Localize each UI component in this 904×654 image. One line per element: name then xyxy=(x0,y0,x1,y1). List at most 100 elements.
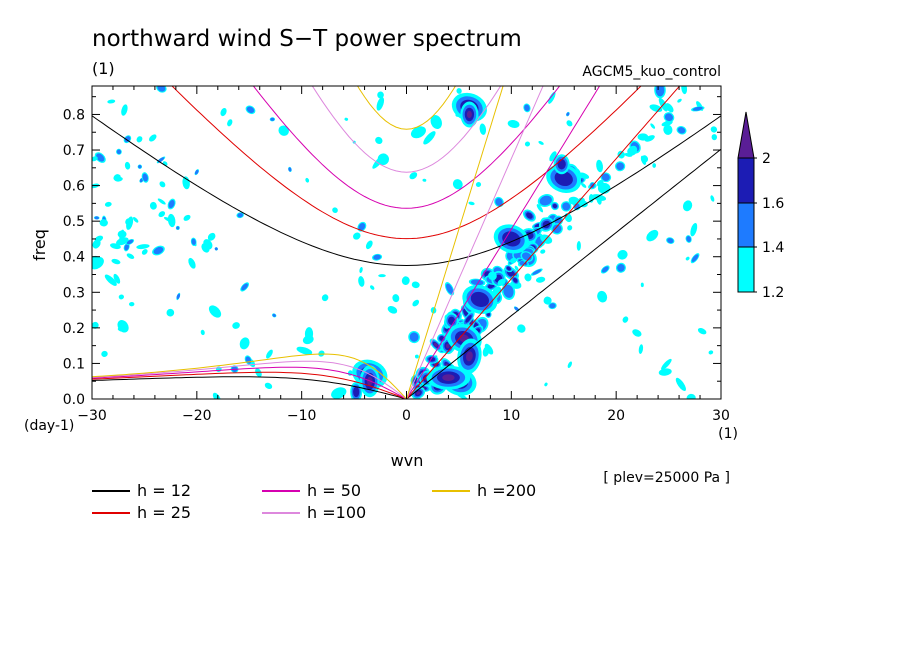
power-contour xyxy=(617,263,625,272)
power-contour xyxy=(203,239,213,250)
x-tick-label: −10 xyxy=(287,408,317,424)
power-contour xyxy=(401,276,410,286)
power-contour xyxy=(519,260,525,266)
dispersion-curve xyxy=(92,115,721,267)
legend-label: h = 50 xyxy=(307,481,361,500)
curve-legend: h = 12 h = 25 h = 50 h =100 h =200 xyxy=(92,481,536,522)
power-contour xyxy=(132,217,139,223)
power-contour xyxy=(486,312,491,317)
power-contour xyxy=(207,232,216,241)
power-contour xyxy=(370,285,375,290)
power-contour xyxy=(539,195,552,206)
power-contour xyxy=(96,153,105,162)
power-contour xyxy=(149,134,157,142)
power-contour xyxy=(503,284,514,298)
power-contour xyxy=(200,329,205,336)
power-contour xyxy=(158,211,166,218)
y-tick-label: 0.7 xyxy=(63,143,85,159)
power-contour xyxy=(665,103,674,113)
power-contour xyxy=(540,249,546,254)
power-contour xyxy=(126,253,135,259)
power-contour xyxy=(331,387,347,399)
legend-label: h =100 xyxy=(307,503,366,522)
dispersion-curve xyxy=(92,371,407,399)
colorbar-segment xyxy=(737,246,755,293)
power-contour xyxy=(208,305,222,318)
power-contour xyxy=(104,274,117,286)
power-contour xyxy=(581,183,587,188)
power-contour xyxy=(536,204,544,213)
power-contour xyxy=(412,299,420,307)
power-contour xyxy=(176,226,180,230)
power-contour xyxy=(113,174,121,181)
power-contour xyxy=(468,201,475,206)
power-contour xyxy=(142,173,148,182)
power-contour xyxy=(690,222,698,237)
power-contour xyxy=(445,343,450,349)
power-contour xyxy=(159,181,166,188)
power-contour xyxy=(640,155,649,163)
power-contour xyxy=(552,203,558,209)
power-contour xyxy=(163,217,174,223)
x-tick-label: 0 xyxy=(402,408,411,424)
power-contour xyxy=(377,91,384,99)
power-contour xyxy=(241,283,248,291)
dispersion-curve xyxy=(356,86,457,130)
power-contour xyxy=(692,106,703,111)
power-contour xyxy=(638,344,644,355)
power-contour xyxy=(495,198,503,206)
dispersion-curve xyxy=(406,86,504,399)
y-tick-label: 0.6 xyxy=(63,179,85,195)
power-contour xyxy=(513,277,518,283)
power-contour xyxy=(101,350,108,358)
power-contour xyxy=(111,258,121,265)
colorbar-label: 1.4 xyxy=(762,240,784,256)
colorbar-segment xyxy=(737,202,755,248)
power-contour xyxy=(567,225,573,231)
power-contour xyxy=(359,267,363,274)
power-contour xyxy=(677,127,686,134)
power-contour xyxy=(227,119,233,127)
power-contour xyxy=(686,393,696,399)
power-contour xyxy=(94,216,99,220)
power-contour xyxy=(567,361,573,369)
power-contour xyxy=(549,151,557,162)
power-contour xyxy=(538,141,544,145)
dispersion-curve xyxy=(171,86,642,240)
power-contour xyxy=(168,199,175,209)
dispersion-curve xyxy=(92,366,407,399)
power-contour xyxy=(710,126,718,133)
power-contour xyxy=(332,207,338,213)
legend-label: h =200 xyxy=(477,481,536,500)
x-tick-label: 30 xyxy=(712,408,730,424)
power-contour xyxy=(524,104,530,112)
power-contours xyxy=(92,86,718,399)
power-contour xyxy=(92,156,98,162)
power-contour xyxy=(465,314,472,323)
plot-frame xyxy=(91,85,722,400)
power-contour xyxy=(422,178,427,182)
power-contour xyxy=(375,136,383,144)
power-contour xyxy=(627,145,638,156)
power-contour xyxy=(116,149,122,155)
colorbar-extend xyxy=(737,111,755,159)
power-contour xyxy=(446,283,454,294)
power-contour xyxy=(475,182,482,187)
power-contour xyxy=(118,294,124,300)
power-contour xyxy=(246,106,255,114)
x-tick-label: 20 xyxy=(607,408,625,424)
power-contour xyxy=(548,91,556,104)
y-axis-label: freq xyxy=(30,229,49,261)
power-contour xyxy=(141,249,148,255)
power-contour xyxy=(617,249,628,260)
power-contour xyxy=(239,337,250,350)
chart-title: northward wind S−T power spectrum xyxy=(92,26,522,52)
power-contour xyxy=(488,271,497,281)
dispersion-curve xyxy=(252,86,561,209)
dispersion-curve xyxy=(406,86,544,399)
y-unit-label: (day-1) xyxy=(24,418,74,434)
power-contour xyxy=(149,201,157,210)
power-contour xyxy=(430,114,442,130)
power-contour xyxy=(183,214,191,221)
power-contour xyxy=(392,294,400,303)
